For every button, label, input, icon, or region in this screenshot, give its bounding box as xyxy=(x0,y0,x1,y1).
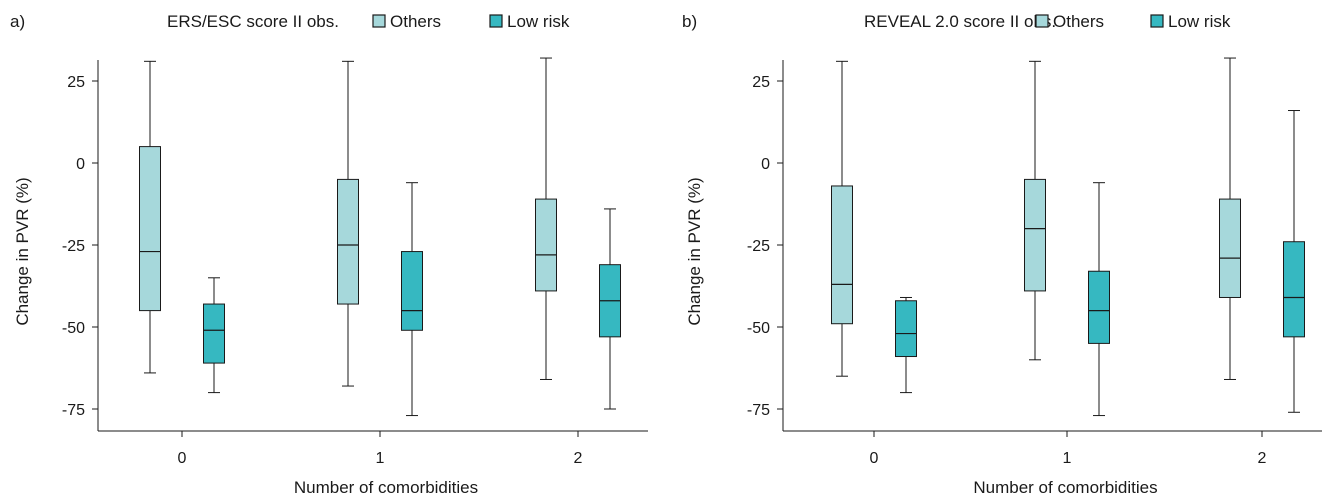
x-tick-label: 2 xyxy=(1258,450,1267,467)
box-low-risk-2 xyxy=(1283,110,1305,413)
y-tick-label: -25 xyxy=(747,238,770,255)
y-tick-label: 25 xyxy=(752,74,770,91)
y-tick-label: -50 xyxy=(62,320,85,337)
legend-swatch-low-risk xyxy=(1150,14,1164,28)
chart-panel-a: a) ERS/ESC score II obs. Others Low risk 25 0… xyxy=(10,12,648,497)
y-tick-label: -75 xyxy=(747,402,770,419)
x-axis-label: Number of comorbidities xyxy=(973,478,1157,497)
legend: REVEAL 2.0 score II obs.Others Low risk xyxy=(864,12,1231,31)
x-tick-label: 2 xyxy=(574,450,583,467)
y-axis-label: Change in PVR (%) xyxy=(13,177,32,325)
legend-swatch-low-risk xyxy=(489,14,503,28)
box-body xyxy=(1024,178,1046,292)
box-body xyxy=(831,185,853,325)
legend-title: ERS/ESC score II obs. xyxy=(167,12,339,31)
box-body xyxy=(401,251,423,331)
x-axis-label: Number of comorbidities xyxy=(294,478,478,497)
box-low-risk-0 xyxy=(895,296,917,394)
box-others-0 xyxy=(831,60,853,377)
box-others-2 xyxy=(1219,57,1241,380)
x-tick-label: 1 xyxy=(376,450,385,467)
box-body xyxy=(1283,241,1305,338)
box-body xyxy=(535,198,557,292)
panel-label: a) xyxy=(10,12,25,31)
box-body xyxy=(337,178,359,305)
legend-label-low-risk: Low risk xyxy=(507,12,570,31)
box-body xyxy=(1088,270,1110,344)
y-tick-label: -75 xyxy=(62,402,85,419)
panel-label: b) xyxy=(682,12,697,31)
box-low-risk-1 xyxy=(1088,182,1110,417)
y-axis-label: Change in PVR (%) xyxy=(685,177,704,325)
box-others-1 xyxy=(337,60,359,387)
box-body xyxy=(1219,198,1241,298)
legend: ERS/ESC score II obs. Others Low risk xyxy=(167,12,570,31)
box-low-risk-2 xyxy=(599,208,621,410)
x-tick-label: 0 xyxy=(870,450,879,467)
legend-swatch-others xyxy=(1035,14,1049,28)
legend-label-others: Others xyxy=(1053,12,1104,31)
legend-label-others: Others xyxy=(390,12,441,31)
y-tick-label: -25 xyxy=(62,238,85,255)
box-body xyxy=(139,146,161,312)
y-tick-label: 25 xyxy=(67,74,85,91)
legend-swatch-others xyxy=(372,14,386,28)
legend-label-low-risk: Low risk xyxy=(1168,12,1231,31)
box-body xyxy=(203,303,225,364)
box-body xyxy=(895,300,917,358)
legend-title: REVEAL 2.0 score II obs. xyxy=(864,12,1056,31)
chart-panel-b: b) REVEAL 2.0 score II obs.Others Low risk… xyxy=(682,12,1322,497)
y-tick-label: 0 xyxy=(761,156,770,173)
box-low-risk-0 xyxy=(203,277,225,394)
x-tick-label: 1 xyxy=(1063,450,1072,467)
box-others-1 xyxy=(1024,60,1046,361)
box-others-2 xyxy=(535,57,557,380)
box-others-0 xyxy=(139,60,161,374)
y-tick-label: -50 xyxy=(747,320,770,337)
x-tick-label: 0 xyxy=(178,450,187,467)
box-low-risk-1 xyxy=(401,182,423,417)
y-tick-label: 0 xyxy=(76,156,85,173)
